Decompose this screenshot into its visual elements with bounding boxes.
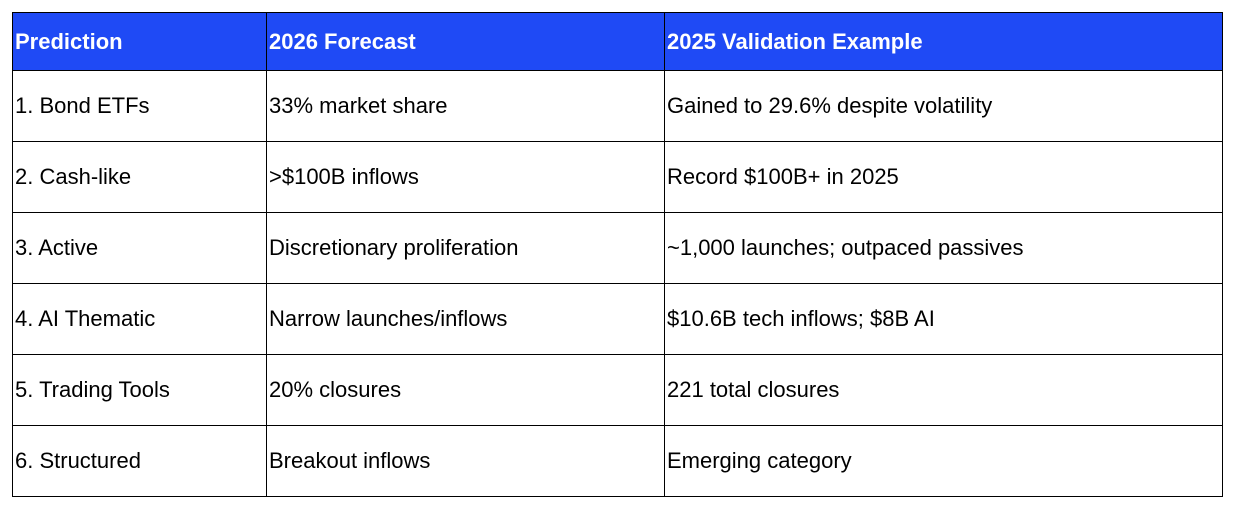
cell-prediction: 2. Cash-like: [12, 141, 267, 213]
table-row: 6. Structured Breakout inflows Emerging …: [12, 425, 1223, 497]
cell-prediction: 4. AI Thematic: [12, 283, 267, 355]
cell-forecast: Breakout inflows: [266, 425, 665, 497]
predictions-table: Prediction 2026 Forecast 2025 Validation…: [12, 12, 1223, 497]
cell-prediction: 5. Trading Tools: [12, 354, 267, 426]
header-2025-validation-example: 2025 Validation Example: [664, 12, 1223, 71]
cell-validation: Gained to 29.6% despite volatility: [664, 70, 1223, 142]
header-2026-forecast: 2026 Forecast: [266, 12, 665, 71]
table-row: 2. Cash-like >$100B inflows Record $100B…: [12, 141, 1223, 213]
cell-forecast: >$100B inflows: [266, 141, 665, 213]
cell-forecast: Narrow launches/inflows: [266, 283, 665, 355]
cell-forecast: 33% market share: [266, 70, 665, 142]
table-header-row: Prediction 2026 Forecast 2025 Validation…: [12, 12, 1223, 71]
table-row: 5. Trading Tools 20% closures 221 total …: [12, 354, 1223, 426]
cell-prediction: 6. Structured: [12, 425, 267, 497]
cell-validation: $10.6B tech inflows; $8B AI: [664, 283, 1223, 355]
table-row: 3. Active Discretionary proliferation ~1…: [12, 212, 1223, 284]
cell-forecast: 20% closures: [266, 354, 665, 426]
cell-validation: 221 total closures: [664, 354, 1223, 426]
cell-validation: Record $100B+ in 2025: [664, 141, 1223, 213]
cell-validation: Emerging category: [664, 425, 1223, 497]
cell-prediction: 3. Active: [12, 212, 267, 284]
table-row: 4. AI Thematic Narrow launches/inflows $…: [12, 283, 1223, 355]
cell-prediction: 1. Bond ETFs: [12, 70, 267, 142]
header-prediction: Prediction: [12, 12, 267, 71]
cell-forecast: Discretionary proliferation: [266, 212, 665, 284]
table-row: 1. Bond ETFs 33% market share Gained to …: [12, 70, 1223, 142]
cell-validation: ~1,000 launches; outpaced passives: [664, 212, 1223, 284]
